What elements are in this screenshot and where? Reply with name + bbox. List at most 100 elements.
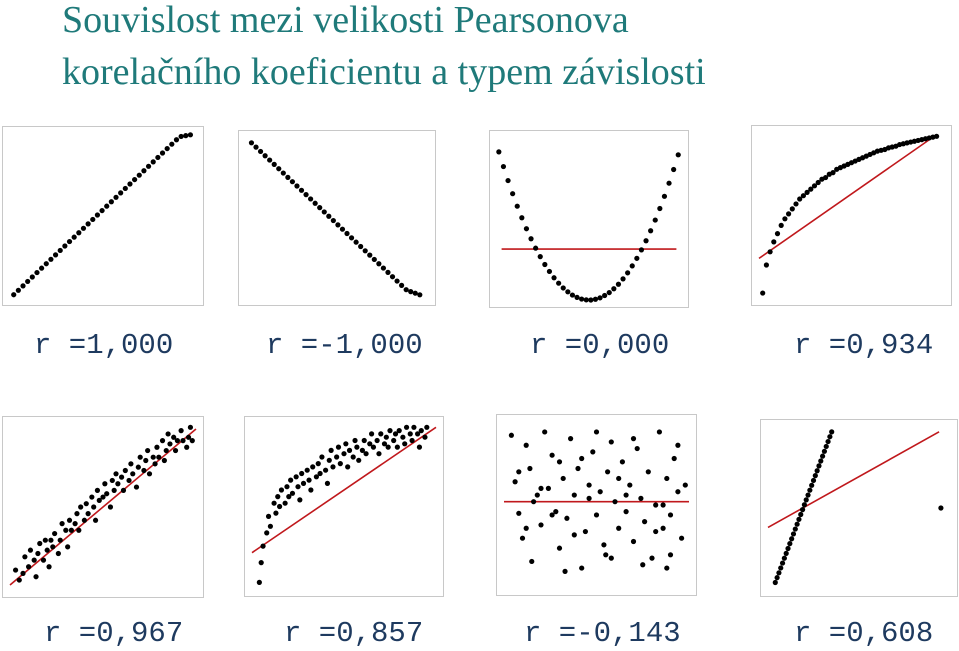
data-point bbox=[409, 437, 415, 444]
data-point bbox=[65, 544, 71, 550]
scatter-panel-4 bbox=[751, 125, 952, 306]
data-point bbox=[630, 538, 637, 545]
data-point bbox=[667, 552, 674, 558]
data-point bbox=[278, 487, 285, 493]
data-point bbox=[682, 482, 688, 488]
data-point bbox=[172, 447, 179, 454]
data-point bbox=[771, 239, 777, 245]
data-point bbox=[96, 497, 102, 503]
data-point bbox=[505, 177, 511, 184]
data-point bbox=[611, 286, 617, 292]
data-point bbox=[640, 562, 646, 568]
regression-line bbox=[9, 428, 197, 586]
data-point bbox=[361, 437, 367, 444]
data-point bbox=[141, 467, 147, 474]
data-point bbox=[109, 477, 115, 484]
data-point bbox=[126, 477, 132, 484]
data-point bbox=[523, 525, 529, 531]
data-point bbox=[774, 575, 780, 581]
data-point bbox=[392, 431, 399, 437]
data-point bbox=[369, 431, 375, 437]
data-point bbox=[303, 192, 309, 198]
data-point bbox=[579, 296, 585, 302]
data-point bbox=[308, 196, 314, 202]
data-point bbox=[783, 550, 789, 556]
data-point bbox=[52, 252, 59, 258]
data-point bbox=[297, 497, 303, 503]
data-point bbox=[804, 189, 810, 195]
data-point bbox=[59, 521, 65, 527]
data-point bbox=[286, 494, 292, 500]
data-point bbox=[319, 454, 325, 460]
data-point bbox=[593, 429, 600, 435]
data-point bbox=[415, 431, 421, 437]
data-point bbox=[675, 489, 681, 495]
scatter-plot-2 bbox=[248, 140, 423, 298]
data-point bbox=[89, 494, 95, 500]
data-point bbox=[260, 543, 266, 549]
data-point bbox=[48, 537, 54, 543]
data-point bbox=[652, 217, 658, 223]
data-point bbox=[574, 294, 580, 300]
data-point bbox=[823, 443, 829, 450]
data-point bbox=[562, 568, 568, 574]
data-point bbox=[371, 256, 377, 263]
data-point bbox=[500, 163, 507, 170]
data-point bbox=[402, 441, 408, 447]
data-point bbox=[189, 438, 195, 444]
data-point bbox=[629, 263, 635, 269]
data-point bbox=[262, 153, 268, 159]
data-point bbox=[778, 222, 784, 228]
data-point bbox=[137, 454, 143, 460]
data-point bbox=[601, 542, 607, 548]
data-point bbox=[171, 434, 177, 440]
data-point bbox=[792, 526, 798, 532]
data-point bbox=[165, 431, 171, 437]
data-point bbox=[363, 451, 369, 457]
data-point bbox=[46, 564, 52, 570]
data-point bbox=[264, 530, 270, 536]
data-point bbox=[141, 168, 147, 174]
data-point bbox=[516, 469, 522, 475]
data-point bbox=[74, 511, 80, 517]
data-point bbox=[315, 461, 321, 467]
data-point bbox=[150, 454, 156, 460]
data-point bbox=[20, 283, 26, 289]
data-point bbox=[27, 547, 34, 553]
data-point bbox=[623, 509, 629, 515]
scatter-plot-3 bbox=[496, 149, 681, 303]
data-point bbox=[156, 454, 162, 460]
data-point bbox=[523, 442, 529, 448]
data-point bbox=[376, 451, 382, 457]
data-point bbox=[328, 447, 334, 453]
data-point bbox=[155, 154, 161, 161]
scatter-panel-3 bbox=[489, 130, 689, 308]
data-point bbox=[776, 570, 782, 576]
data-point bbox=[356, 457, 362, 463]
data-point bbox=[586, 482, 592, 488]
data-point bbox=[789, 536, 795, 542]
data-point bbox=[385, 269, 391, 275]
data-point bbox=[396, 428, 402, 434]
data-point bbox=[42, 537, 48, 543]
data-point bbox=[528, 236, 534, 242]
data-point bbox=[248, 140, 255, 146]
data-point bbox=[625, 270, 631, 276]
data-point bbox=[57, 537, 63, 543]
data-point bbox=[94, 487, 101, 493]
r-label-7: r =-0,143 bbox=[524, 617, 681, 650]
data-point bbox=[78, 504, 84, 510]
data-point bbox=[321, 209, 327, 215]
data-point bbox=[671, 166, 677, 173]
data-point bbox=[48, 256, 54, 262]
data-point bbox=[779, 560, 786, 566]
data-point bbox=[422, 434, 428, 440]
data-point bbox=[12, 567, 19, 573]
data-point bbox=[661, 193, 668, 199]
data-point bbox=[284, 484, 290, 490]
data-point bbox=[560, 285, 566, 291]
data-point bbox=[52, 530, 58, 537]
data-point bbox=[152, 461, 158, 467]
data-point bbox=[348, 235, 355, 241]
data-point bbox=[337, 461, 343, 467]
